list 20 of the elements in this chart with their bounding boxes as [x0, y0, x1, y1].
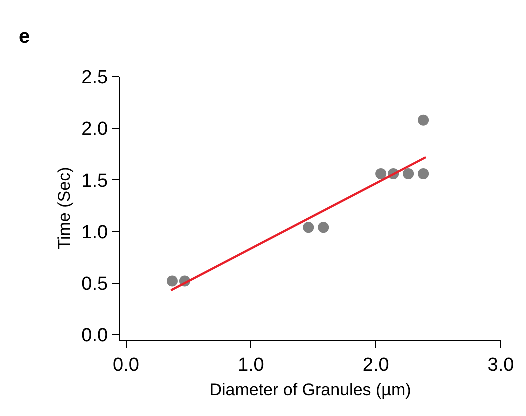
point — [318, 222, 330, 234]
x-tick-label: 3.0 — [488, 354, 514, 376]
x-axis-title: Diameter of Granules (µm) — [210, 380, 412, 400]
point — [166, 276, 178, 287]
y-tick-label: 0.0 — [82, 325, 108, 346]
point — [418, 168, 430, 180]
point — [418, 114, 430, 126]
y-tick-label: 2.0 — [82, 119, 108, 140]
y-tick-label: 2.5 — [82, 68, 108, 89]
point — [376, 168, 387, 180]
y-tick-label: 1.5 — [82, 170, 108, 192]
x-tick-label: 2.0 — [362, 354, 390, 376]
x-tick-label: 1.0 — [238, 354, 264, 376]
y-tick-label: 0.5 — [82, 274, 108, 295]
point — [303, 222, 314, 234]
x-tick-label: 0.0 — [113, 354, 140, 376]
point — [403, 168, 414, 180]
text: e — [19, 26, 30, 48]
y-axis-title: Time (Sec) — [55, 167, 74, 250]
y-tick-label: 1.0 — [82, 222, 108, 244]
